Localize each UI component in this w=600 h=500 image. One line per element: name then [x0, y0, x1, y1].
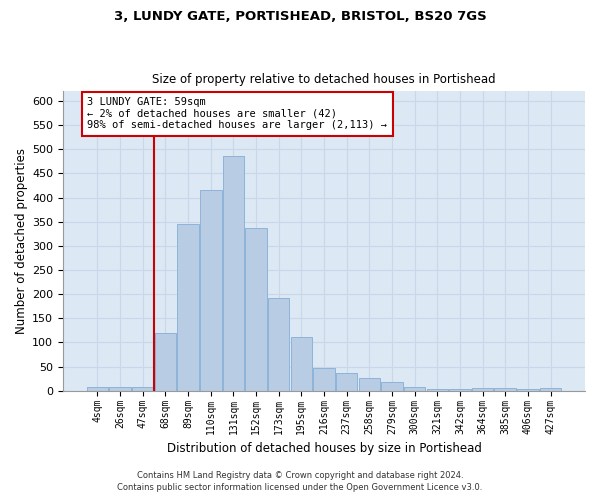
Bar	[427, 390, 448, 391]
Bar	[313, 368, 335, 391]
Bar	[87, 388, 108, 391]
Title: Size of property relative to detached houses in Portishead: Size of property relative to detached ho…	[152, 73, 496, 86]
Bar	[200, 190, 221, 391]
Y-axis label: Number of detached properties: Number of detached properties	[15, 148, 28, 334]
Bar	[449, 390, 470, 391]
Text: 3, LUNDY GATE, PORTISHEAD, BRISTOL, BS20 7GS: 3, LUNDY GATE, PORTISHEAD, BRISTOL, BS20…	[113, 10, 487, 23]
Bar	[517, 390, 539, 391]
Text: 3 LUNDY GATE: 59sqm
← 2% of detached houses are smaller (42)
98% of semi-detache: 3 LUNDY GATE: 59sqm ← 2% of detached hou…	[88, 97, 388, 130]
Bar	[359, 378, 380, 391]
Bar	[404, 387, 425, 391]
Bar	[494, 388, 516, 391]
X-axis label: Distribution of detached houses by size in Portishead: Distribution of detached houses by size …	[167, 442, 481, 455]
Bar	[132, 388, 154, 391]
Bar	[245, 228, 267, 391]
Bar	[336, 373, 358, 391]
Bar	[268, 298, 289, 391]
Bar	[290, 336, 312, 391]
Bar	[223, 156, 244, 391]
Bar	[109, 388, 131, 391]
Text: Contains HM Land Registry data © Crown copyright and database right 2024.
Contai: Contains HM Land Registry data © Crown c…	[118, 471, 482, 492]
Bar	[178, 224, 199, 391]
Bar	[381, 382, 403, 391]
Bar	[540, 388, 561, 391]
Bar	[472, 388, 493, 391]
Bar	[155, 333, 176, 391]
